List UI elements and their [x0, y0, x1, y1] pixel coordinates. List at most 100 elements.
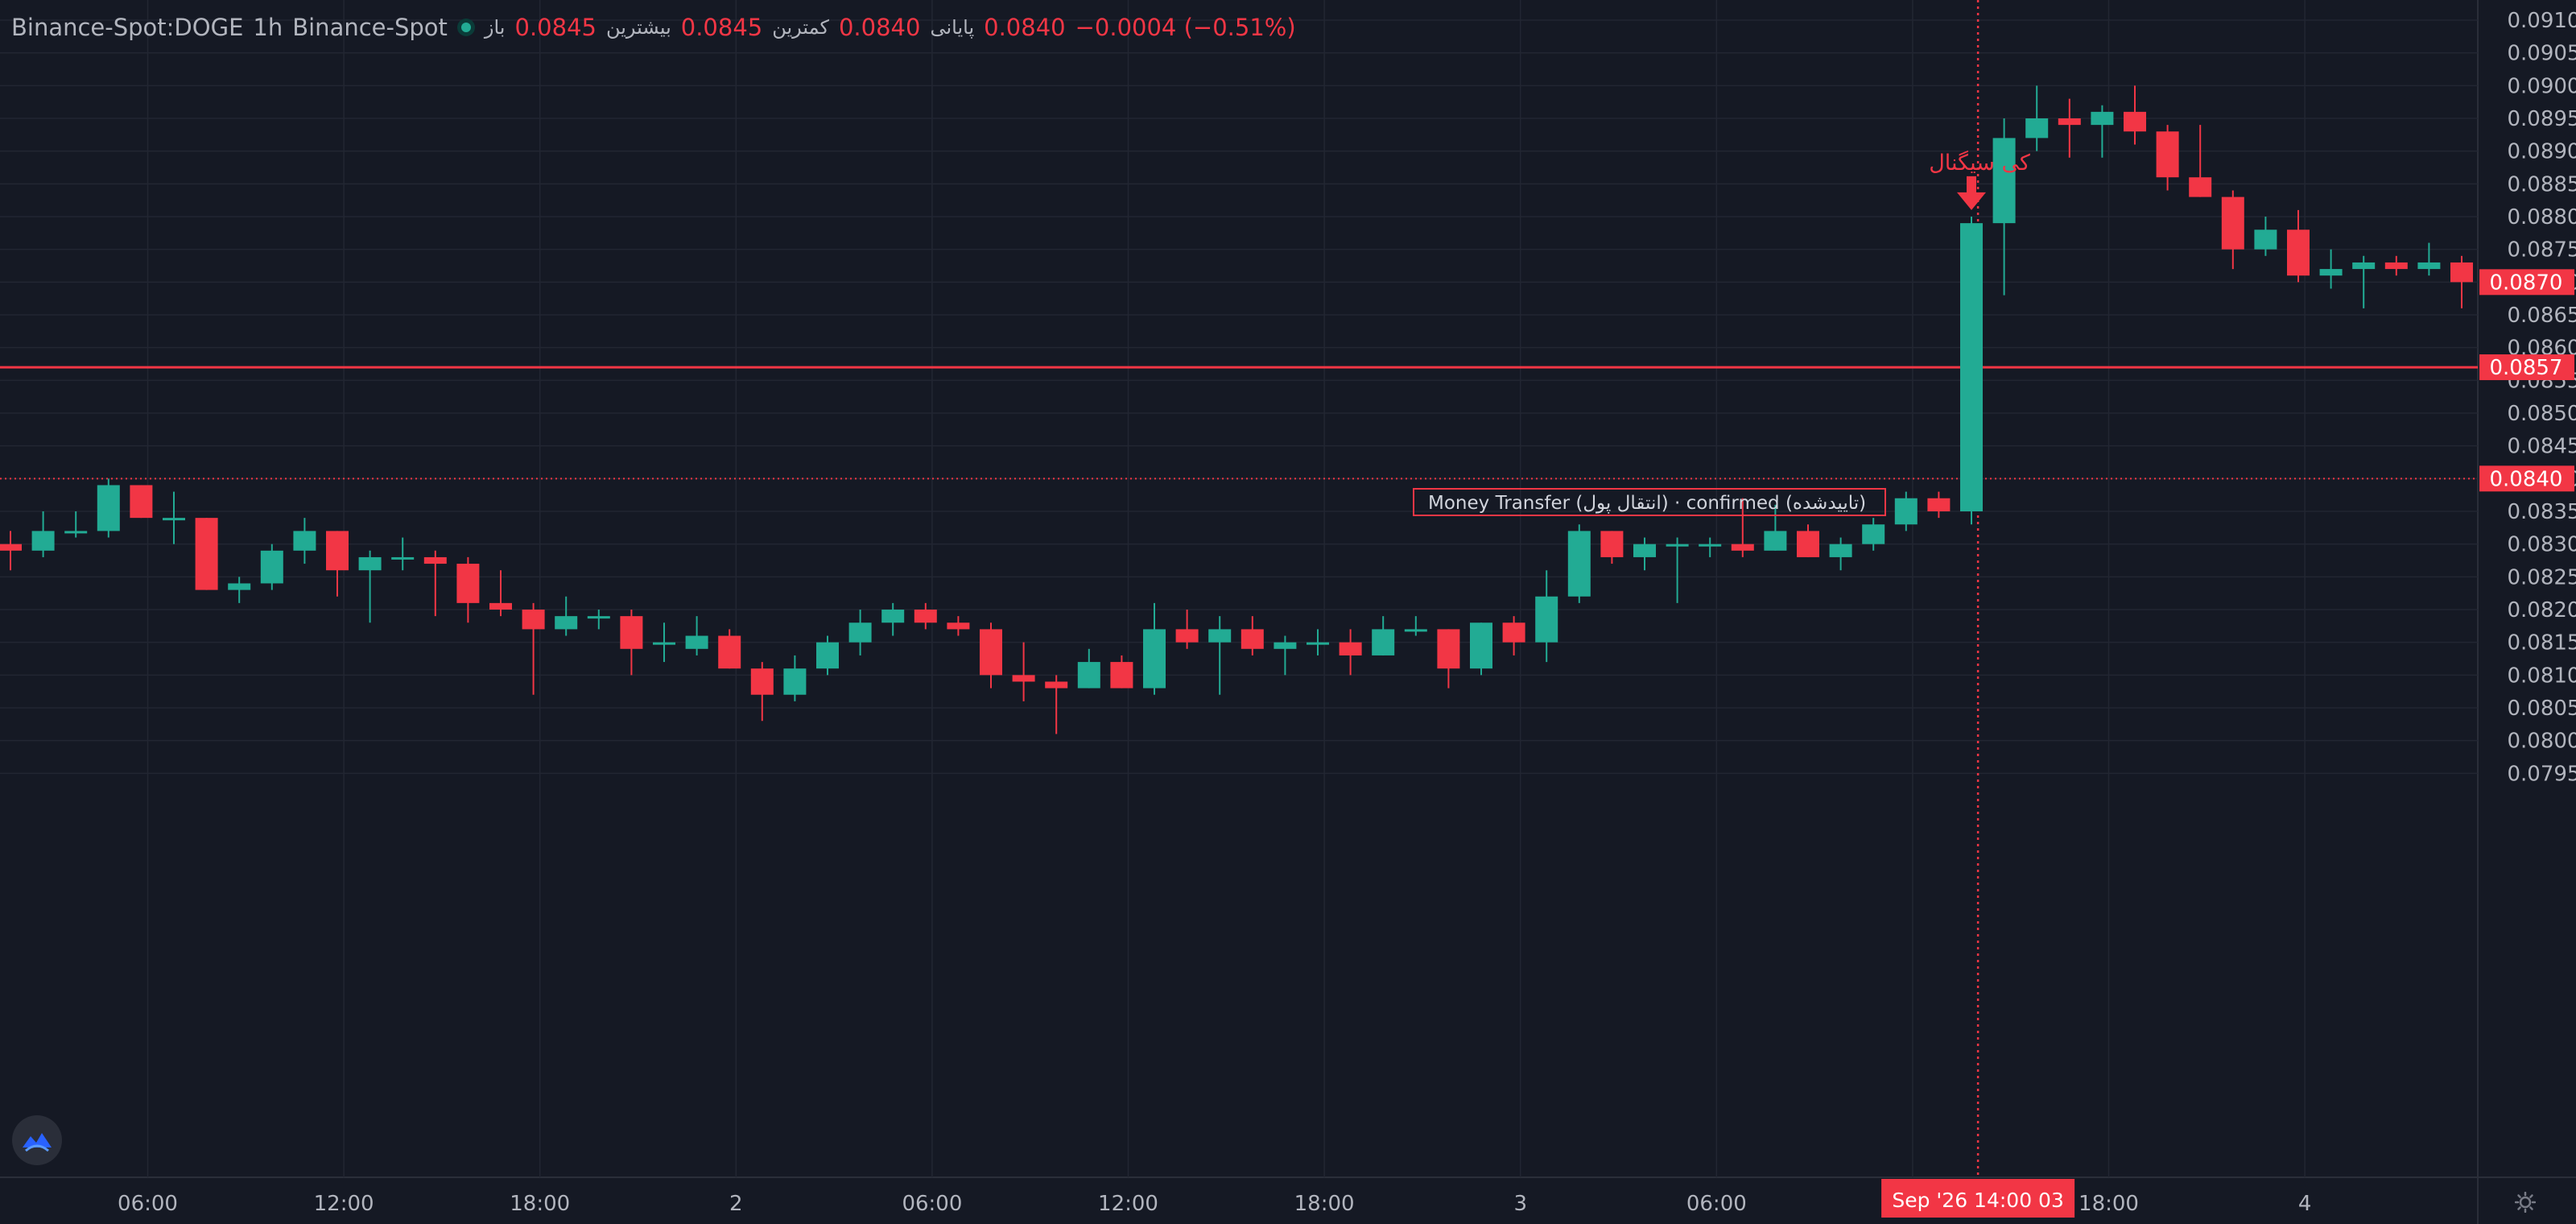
- candle-body: [1535, 596, 1558, 643]
- candle: [1699, 537, 1722, 557]
- candle: [1404, 616, 1427, 636]
- candle: [358, 550, 382, 623]
- candle: [97, 478, 120, 538]
- y-tick-label: 0.0845: [2508, 435, 2576, 459]
- candle: [653, 622, 675, 663]
- y-tick-label: 0.0795: [2508, 762, 2576, 786]
- candle-body: [522, 610, 545, 630]
- candle: [1208, 616, 1232, 695]
- candle: [522, 602, 545, 695]
- candle-body: [1307, 642, 1329, 645]
- candle: [914, 602, 937, 630]
- settings-icon[interactable]: [2513, 1190, 2537, 1214]
- close-label: پایانی: [930, 16, 975, 39]
- annotation-box: [1413, 488, 1886, 516]
- candle: [1666, 537, 1689, 603]
- grid-lines: [0, 0, 2478, 1177]
- interval-label[interactable]: 1h: [253, 14, 283, 41]
- change-value: −0.0004 (−0.51%): [1075, 14, 1296, 41]
- candle: [1077, 648, 1100, 688]
- candle-body: [555, 616, 578, 630]
- candle: [2352, 255, 2376, 308]
- candle-body: [489, 602, 512, 610]
- candle-body: [423, 556, 447, 564]
- x-tick-label: 12:00: [1098, 1192, 1158, 1216]
- y-tick-label: 0.0910: [2508, 9, 2576, 33]
- candle: [1731, 498, 1754, 557]
- candle-body: [2384, 262, 2408, 270]
- y-tick-label: 0.0830: [2508, 533, 2576, 557]
- y-tick-label: 0.0805: [2508, 697, 2576, 721]
- candle: [1633, 537, 1656, 571]
- candle-body: [1012, 675, 1035, 682]
- candle-body: [1502, 622, 1525, 643]
- y-tick-label: 0.0865: [2508, 304, 2576, 328]
- candle-body: [1992, 138, 2016, 224]
- candle-body: [750, 668, 774, 695]
- candle-body: [1372, 629, 1395, 655]
- y-tick-label: 0.0800: [2508, 730, 2576, 754]
- signal-arrow-icon: [1957, 192, 1986, 210]
- candle: [1535, 570, 1558, 663]
- candle: [848, 610, 872, 655]
- candle: [2221, 190, 2244, 270]
- candle-body: [1339, 642, 1362, 655]
- y-tick-label: 0.0810: [2508, 664, 2576, 688]
- candle: [326, 531, 349, 597]
- candle: [2025, 85, 2049, 151]
- candle-body: [2417, 262, 2441, 270]
- y-tick-label: 0.0825: [2508, 565, 2576, 589]
- signal-arrow-shaft: [1967, 176, 1976, 194]
- candle: [783, 655, 807, 701]
- candle: [2124, 85, 2146, 145]
- candle: [2450, 255, 2473, 308]
- candle-body: [2319, 269, 2343, 276]
- y-tick-label: 0.0850: [2508, 402, 2576, 426]
- candle: [881, 602, 905, 636]
- candle: [2384, 255, 2408, 276]
- candle-body: [2189, 177, 2212, 197]
- candle: [1372, 616, 1395, 655]
- candle-body: [914, 610, 937, 623]
- high-label: بیشترین: [605, 16, 671, 39]
- candle: [718, 629, 741, 669]
- candle: [31, 511, 55, 557]
- logo-icon[interactable]: [12, 1115, 62, 1165]
- candle: [1110, 655, 1133, 688]
- y-tick-label: 0.0815: [2508, 631, 2576, 655]
- candle-body: [1241, 629, 1264, 649]
- candle-body: [64, 531, 88, 534]
- candle: [1894, 491, 1918, 531]
- price-line-label: 0.0840: [2490, 467, 2563, 491]
- candle-body: [1894, 498, 1918, 525]
- x-tick-label: 2: [729, 1192, 743, 1216]
- ohlc-legend: Binance-Spot:DOGE 1h Binance-Spot باز 0.…: [11, 11, 1296, 43]
- candle-body: [358, 556, 382, 571]
- candle-body: [0, 544, 22, 551]
- candle-body: [1731, 544, 1754, 551]
- candle-body: [2450, 262, 2473, 283]
- candle: [228, 577, 251, 603]
- candle-body: [391, 556, 415, 560]
- candle-body: [293, 531, 316, 551]
- candle: [1241, 616, 1264, 655]
- candle-body: [228, 583, 251, 590]
- candle: [1470, 622, 1492, 676]
- candles: [0, 85, 2473, 734]
- candle-body: [587, 616, 610, 619]
- price-line-label: 0.0857: [2490, 356, 2563, 380]
- candle: [1797, 524, 1819, 557]
- candle-body: [620, 616, 643, 649]
- candle: [293, 518, 316, 564]
- candle-body: [2156, 131, 2179, 178]
- candle: [1175, 610, 1199, 649]
- symbol-label[interactable]: Binance-Spot:DOGE: [11, 14, 244, 41]
- exchange-label: Binance-Spot: [292, 14, 448, 41]
- candle-body: [31, 531, 55, 551]
- crosshair-time-label-bg: [1881, 1179, 2075, 1218]
- candle-body: [1600, 531, 1624, 557]
- y-tick-label: 0.0875: [2508, 238, 2576, 263]
- candle-body: [1666, 544, 1689, 547]
